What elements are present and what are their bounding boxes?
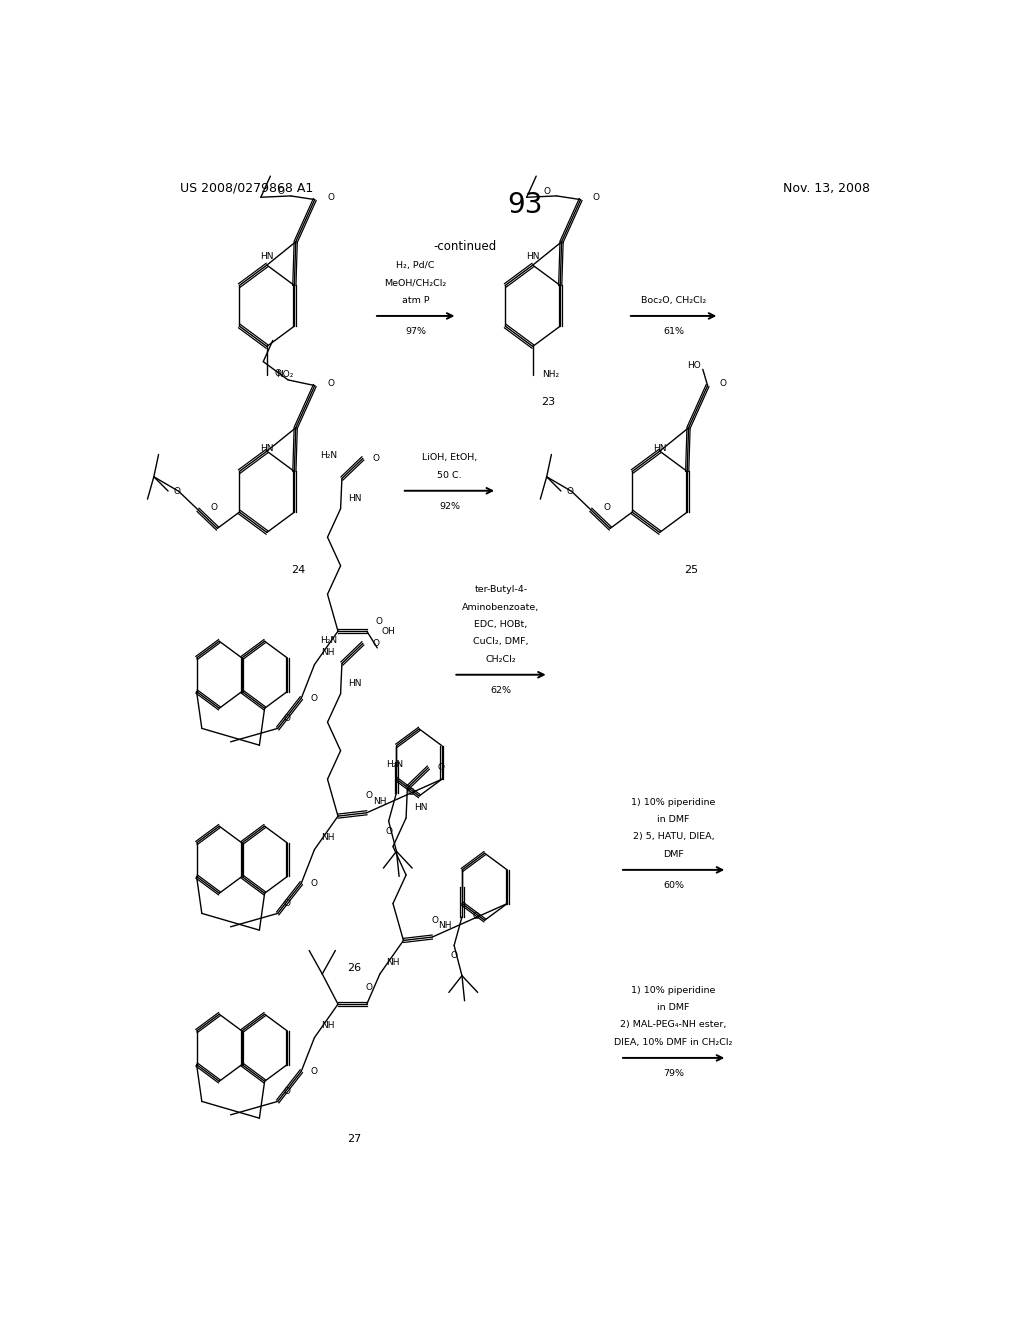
Text: 61%: 61%: [664, 327, 684, 337]
Text: CuCl₂, DMF,: CuCl₂, DMF,: [473, 638, 528, 647]
Text: HN: HN: [526, 252, 540, 260]
Text: O: O: [311, 694, 317, 702]
Text: DIEA, 10% DMF in CH₂Cl₂: DIEA, 10% DMF in CH₂Cl₂: [614, 1038, 733, 1047]
Text: O: O: [366, 983, 373, 991]
Text: 26: 26: [347, 964, 361, 973]
Text: O: O: [373, 454, 380, 463]
Text: MeOH/CH₂Cl₂: MeOH/CH₂Cl₂: [385, 279, 446, 288]
Text: 2) 5, HATU, DIEA,: 2) 5, HATU, DIEA,: [633, 833, 715, 841]
Text: -continued: -continued: [433, 240, 497, 252]
Text: EDC, HOBt,: EDC, HOBt,: [474, 620, 527, 630]
Text: CH₂Cl₂: CH₂Cl₂: [485, 655, 516, 664]
Text: O: O: [327, 193, 334, 202]
Text: NH: NH: [438, 921, 453, 929]
Text: NO₂: NO₂: [275, 371, 293, 379]
Text: O: O: [311, 879, 317, 887]
Text: O: O: [275, 370, 282, 379]
Text: O: O: [375, 616, 382, 626]
Text: O: O: [327, 379, 334, 388]
Text: O: O: [544, 187, 551, 197]
Text: Aminobenzoate,: Aminobenzoate,: [463, 603, 540, 611]
Text: O: O: [373, 639, 380, 648]
Text: ter-Butyl-4-: ter-Butyl-4-: [474, 586, 527, 594]
Text: NH: NH: [373, 796, 387, 805]
Text: HN: HN: [260, 252, 273, 260]
Text: US 2008/0279868 A1: US 2008/0279868 A1: [179, 182, 313, 195]
Text: O: O: [408, 788, 415, 797]
Text: Nov. 13, 2008: Nov. 13, 2008: [783, 182, 870, 195]
Text: NH: NH: [321, 1022, 334, 1031]
Text: 25: 25: [684, 565, 698, 576]
Text: 1) 10% piperidine: 1) 10% piperidine: [632, 797, 716, 807]
Text: 50 C.: 50 C.: [437, 471, 462, 479]
Text: O: O: [278, 187, 285, 197]
Text: O: O: [566, 487, 573, 496]
Text: H₂N: H₂N: [386, 760, 402, 768]
Text: O: O: [284, 899, 291, 908]
Text: HN: HN: [653, 445, 667, 454]
Text: NH₂: NH₂: [542, 371, 559, 379]
Text: NH: NH: [321, 833, 334, 842]
Text: O: O: [473, 912, 480, 921]
Text: HN: HN: [414, 804, 427, 812]
Text: 97%: 97%: [406, 327, 426, 337]
Text: 93: 93: [507, 191, 543, 219]
Text: O: O: [451, 950, 458, 960]
Text: OH: OH: [381, 627, 395, 636]
Text: DMF: DMF: [664, 850, 684, 859]
Text: HN: HN: [348, 494, 361, 503]
Text: O: O: [284, 1086, 291, 1096]
Text: 79%: 79%: [664, 1069, 684, 1078]
Text: in DMF: in DMF: [657, 816, 690, 824]
Text: H₂N: H₂N: [321, 635, 337, 644]
Text: HO: HO: [687, 360, 701, 370]
Text: H₂N: H₂N: [321, 450, 337, 459]
Text: O: O: [174, 487, 180, 496]
Text: O: O: [438, 763, 444, 772]
Text: 60%: 60%: [664, 880, 684, 890]
Text: O: O: [366, 792, 373, 800]
Text: 1) 10% piperidine: 1) 10% piperidine: [632, 986, 716, 995]
Text: 2) MAL-PEG₄-NH ester,: 2) MAL-PEG₄-NH ester,: [621, 1020, 727, 1030]
Text: O: O: [385, 826, 392, 836]
Text: NH: NH: [321, 648, 334, 657]
Text: HN: HN: [348, 678, 361, 688]
Text: O: O: [284, 714, 291, 723]
Text: 62%: 62%: [490, 686, 512, 694]
Text: in DMF: in DMF: [657, 1003, 690, 1012]
Text: NH: NH: [386, 958, 399, 966]
Text: 23: 23: [542, 397, 556, 408]
Text: atm P: atm P: [401, 296, 429, 305]
Text: 24: 24: [292, 565, 306, 576]
Text: O: O: [720, 379, 727, 388]
Text: O: O: [593, 193, 600, 202]
Text: H₂, Pd/C: H₂, Pd/C: [396, 261, 435, 271]
Text: HN: HN: [260, 445, 273, 454]
Text: LiOH, EtOH,: LiOH, EtOH,: [422, 453, 477, 462]
Text: O: O: [210, 503, 217, 512]
Text: O: O: [603, 503, 610, 512]
Text: 27: 27: [347, 1134, 361, 1144]
Text: O: O: [431, 916, 438, 925]
Text: 92%: 92%: [439, 502, 460, 511]
Text: Boc₂O, CH₂Cl₂: Boc₂O, CH₂Cl₂: [641, 296, 707, 305]
Text: O: O: [311, 1067, 317, 1076]
